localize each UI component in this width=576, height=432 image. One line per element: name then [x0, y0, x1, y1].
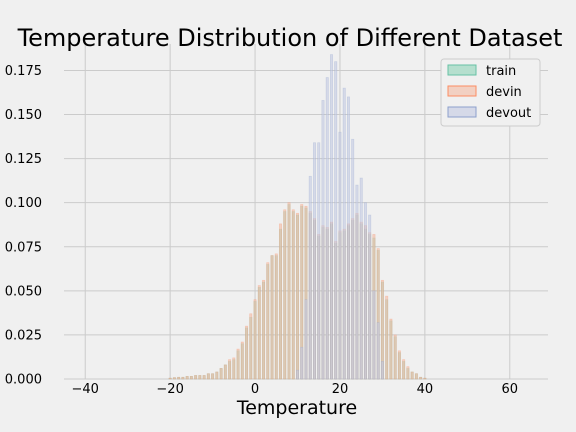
x-tick-label-4: 40: [417, 382, 434, 397]
bar-devin-28: [287, 202, 291, 380]
legend: train devin devout: [440, 58, 541, 127]
bar-devin-58: [414, 373, 418, 380]
bar-devin-13: [223, 364, 227, 380]
bar-devout-12: [346, 96, 350, 380]
bar-devout-6: [321, 100, 325, 380]
legend-label-train: train: [486, 64, 516, 79]
bar-devin-12: [219, 368, 223, 380]
x-tick-label-5: 60: [502, 382, 519, 397]
bar-devout-5: [317, 142, 321, 380]
bar-devout-19: [376, 322, 380, 380]
bar-devin-27: [283, 209, 287, 380]
bar-devin-30: [296, 212, 299, 380]
bar-devout-2: [304, 299, 308, 380]
bar-devin-6: [194, 375, 198, 380]
bar-devin-53: [393, 334, 397, 380]
bar-devout-9: [334, 61, 338, 380]
bar-devin-3: [181, 376, 185, 380]
bar-devin-22: [262, 279, 266, 380]
x-axis-label: Temperature: [236, 397, 357, 419]
legend-swatch-devin: [447, 85, 477, 97]
y-tick-labels: 0.000 0.025 0.050 0.075 0.100 0.125 0.150 0.175: [5, 64, 42, 388]
bar-devin-15: [232, 357, 236, 380]
bar-devout-8: [330, 54, 333, 380]
bar-devin-54: [397, 350, 401, 380]
bar-devin-0: [168, 377, 172, 380]
bar-devin-14: [228, 359, 232, 380]
bar-devin-8: [202, 375, 206, 380]
bar-devin-4: [185, 376, 189, 380]
bar-devout-11: [342, 87, 346, 380]
bar-devin-11: [215, 371, 219, 380]
bar-devout-13: [351, 138, 355, 380]
series-devout: [296, 54, 384, 380]
x-tick-label-1: −20: [156, 382, 183, 397]
bar-devout-20: [380, 361, 384, 380]
bar-devout-3: [308, 175, 312, 380]
x-tick-label-0: −40: [72, 382, 99, 397]
bar-devout-0: [296, 369, 299, 380]
y-tick-label-7: 0.175: [5, 64, 42, 79]
bar-devout-17: [368, 214, 372, 380]
bar-devin-57: [410, 371, 414, 380]
bar-devin-20: [253, 299, 257, 380]
bar-devin-60: [423, 377, 427, 380]
bar-devin-52: [389, 318, 393, 380]
bar-devin-26: [279, 223, 282, 380]
y-tick-label-6: 0.150: [5, 108, 42, 123]
bar-devout-10: [338, 131, 342, 380]
bar-devin-18: [245, 325, 249, 380]
bar-devin-25: [274, 253, 278, 380]
bar-devin-16: [236, 348, 240, 380]
x-tick-labels: −40 −20 0 20 40 60: [72, 382, 519, 397]
y-tick-label-4: 0.100: [5, 196, 42, 211]
legend-label-devin: devin: [486, 85, 522, 100]
bar-devin-23: [266, 262, 270, 380]
chart-title: Temperature Distribution of Different Da…: [17, 24, 563, 52]
bar-devin-51: [385, 295, 389, 380]
legend-swatch-devout: [447, 106, 477, 118]
x-tick-label-2: 0: [251, 382, 259, 397]
y-tick-label-2: 0.050: [5, 284, 42, 299]
bar-devin-5: [189, 376, 193, 380]
bar-devout-14: [355, 184, 359, 380]
bar-devout-18: [372, 290, 376, 380]
bar-devin-19: [249, 313, 253, 380]
legend-label-devout: devout: [486, 106, 531, 121]
y-tick-label-1: 0.025: [5, 328, 42, 343]
bar-devin-7: [198, 375, 202, 380]
x-tick-label-3: 20: [332, 382, 349, 397]
bar-devin-2: [177, 376, 181, 380]
bar-devin-9: [206, 373, 210, 380]
bar-devin-24: [270, 255, 274, 380]
y-tick-label-3: 0.075: [5, 240, 42, 255]
bar-devin-17: [240, 341, 244, 380]
bar-devout-4: [313, 142, 316, 380]
bar-devin-1: [172, 377, 176, 380]
bar-devout-16: [363, 202, 367, 380]
y-tick-label-0: 0.000: [5, 373, 42, 388]
bar-devin-59: [419, 376, 423, 380]
bar-devout-15: [359, 177, 363, 380]
bars: [168, 54, 427, 380]
legend-swatch-train: [447, 64, 477, 76]
bar-devout-7: [325, 77, 329, 380]
bar-devin-55: [402, 359, 406, 380]
bar-devin-10: [211, 373, 215, 380]
bar-devin-56: [406, 366, 410, 380]
bar-devin-29: [291, 209, 295, 380]
bar-devout-1: [300, 346, 304, 380]
y-tick-label-5: 0.125: [5, 152, 42, 167]
bar-devin-21: [257, 285, 261, 380]
